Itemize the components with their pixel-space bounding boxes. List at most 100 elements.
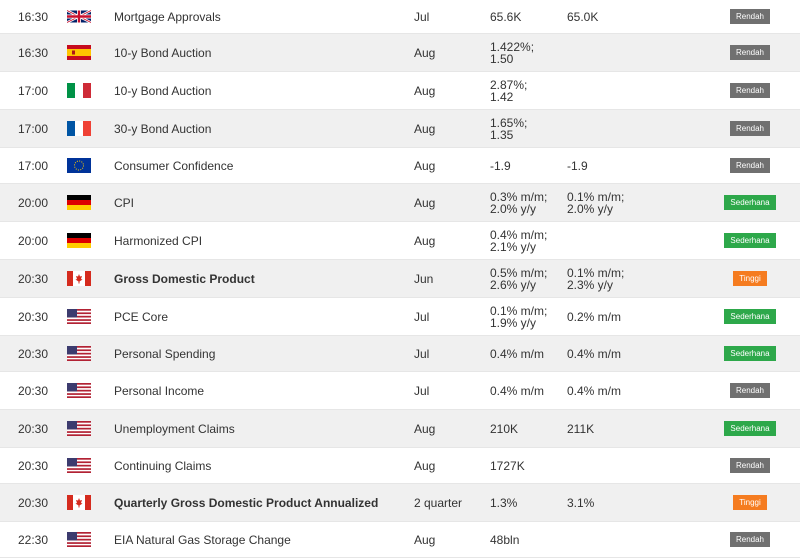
forecast-value-lines: -1.9 xyxy=(567,160,588,172)
actual-value-line: 0.4% m/m; xyxy=(490,227,548,242)
event-time: 20:30 xyxy=(18,271,49,286)
impact-cell: Rendah xyxy=(700,0,800,33)
impact-cell: Rendah xyxy=(700,34,800,71)
impact-cell: Sederhana xyxy=(700,410,800,447)
forecast-value xyxy=(567,522,647,557)
actual-value-lines: 0.5% m/m; 2.6% y/y xyxy=(490,267,547,291)
impact-cell: Sederhana xyxy=(700,222,800,259)
forecast-value-line: 211K xyxy=(567,421,595,436)
event-period: Jul xyxy=(414,346,430,361)
impact-cell: Rendah xyxy=(700,110,800,147)
impact-cell: Tinggi xyxy=(700,260,800,297)
event-period: Aug xyxy=(414,45,436,60)
table-row[interactable]: 16:30 Mortgage Approvals Jul 65.6K 65.0K Rend… xyxy=(0,0,800,34)
actual-value-line: 2.87%; xyxy=(490,77,528,92)
event-period: Aug xyxy=(414,83,436,98)
actual-value-line: 1.422%; xyxy=(490,39,535,54)
table-row[interactable]: 20:30 Personal Spending Jul 0.4% m/m 0.4% m/… xyxy=(0,336,800,372)
actual-value-line: 210K xyxy=(490,421,519,436)
actual-value-line: 1727K xyxy=(490,458,525,473)
table-row[interactable]: 17:00 Consumer Confidence Aug -1.9 -1.9 Renda… xyxy=(0,148,800,184)
actual-value-lines: 1727K xyxy=(490,460,525,472)
event-name[interactable]: EIA Natural Gas Storage Change xyxy=(114,532,291,547)
table-row[interactable]: 20:30 Gross Domestic Product Jun 0.5% m/m; 2… xyxy=(0,260,800,298)
actual-value-line: 2.6% y/y xyxy=(490,277,537,292)
actual-value-line: 1.65%; xyxy=(490,115,528,130)
us-flag-icon xyxy=(67,410,91,447)
event-name[interactable]: CPI xyxy=(114,195,135,210)
table-row[interactable]: 20:00 Harmonized CPI Aug 0.4% m/m; 2.1% y/y S… xyxy=(0,222,800,260)
impact-badge: Rendah xyxy=(729,458,771,473)
event-time: 20:30 xyxy=(18,383,49,398)
forecast-value-line: 2.0% y/y xyxy=(567,201,614,216)
event-name[interactable]: Personal Spending xyxy=(114,346,216,361)
event-name[interactable]: Consumer Confidence xyxy=(114,158,234,173)
actual-value-lines: 65.6K xyxy=(490,11,521,23)
forecast-value: 0.1% m/m; 2.3% y/y xyxy=(567,260,647,297)
forecast-value-lines: 0.1% m/m; 2.3% y/y xyxy=(567,267,624,291)
event-period: Jul xyxy=(414,383,430,398)
actual-value-line: 1.3% xyxy=(490,495,518,510)
event-name[interactable]: Harmonized CPI xyxy=(114,233,203,248)
actual-value-lines: 0.4% m/m; 2.1% y/y xyxy=(490,229,547,253)
event-name[interactable]: Continuing Claims xyxy=(114,458,212,473)
uk-flag-icon xyxy=(67,0,91,33)
forecast-value xyxy=(567,448,647,483)
actual-value-line: 0.4% m/m xyxy=(490,346,545,361)
event-name[interactable]: Gross Domestic Product xyxy=(114,271,255,286)
forecast-value-lines: 0.2% m/m xyxy=(567,311,621,323)
table-row[interactable]: 20:30 Personal Income Jul 0.4% m/m 0.4% m/m R… xyxy=(0,372,800,410)
event-name[interactable]: Mortgage Approvals xyxy=(114,9,221,24)
actual-value: 0.5% m/m; 2.6% y/y xyxy=(490,260,560,297)
actual-value: 48bln xyxy=(490,522,560,557)
table-row[interactable]: 22:30 EIA Natural Gas Storage Change Aug 48… xyxy=(0,522,800,558)
impact-cell: Rendah xyxy=(700,148,800,183)
actual-value-lines: 0.4% m/m xyxy=(490,348,544,360)
table-row[interactable]: 20:30 PCE Core Jul 0.1% m/m; 1.9% y/y 0.2% m/… xyxy=(0,298,800,336)
spain-flag-icon xyxy=(67,34,91,71)
event-name[interactable]: 10-y Bond Auction xyxy=(114,83,212,98)
table-row[interactable]: 20:30 Quarterly Gross Domestic Product An… xyxy=(0,484,800,522)
forecast-value-line: 0.4% m/m xyxy=(567,346,622,361)
event-name[interactable]: PCE Core xyxy=(114,309,169,324)
impact-cell: Rendah xyxy=(700,72,800,109)
forecast-value-line: 0.1% m/m; xyxy=(567,265,625,280)
table-row[interactable]: 16:30 10-y Bond Auction Aug 1.422%; 1.50 Rend… xyxy=(0,34,800,72)
forecast-value-line: 2.3% y/y xyxy=(567,277,614,292)
table-row[interactable]: 17:00 10-y Bond Auction Aug 2.87%; 1.42 Renda… xyxy=(0,72,800,110)
impact-cell: Sederhana xyxy=(700,298,800,335)
event-name[interactable]: Unemployment Claims xyxy=(114,421,235,436)
table-row[interactable]: 20:30 Continuing Claims Aug 1727K Rendah xyxy=(0,448,800,484)
actual-value-line: 0.4% m/m xyxy=(490,383,545,398)
forecast-value-line: 65.0K xyxy=(567,9,599,24)
event-name[interactable]: 10-y Bond Auction xyxy=(114,45,212,60)
forecast-value-lines: 3.1% xyxy=(567,497,594,509)
event-period: 2 quarter xyxy=(414,495,463,510)
impact-badge: Rendah xyxy=(729,383,771,398)
actual-value-lines: 2.87%; 1.42 xyxy=(490,79,527,103)
forecast-value-lines: 0.4% m/m xyxy=(567,348,621,360)
actual-value: 1.3% xyxy=(490,484,560,521)
impact-badge: Tinggi xyxy=(733,495,767,510)
forecast-value: 0.4% m/m xyxy=(567,336,647,371)
event-period: Aug xyxy=(414,421,436,436)
forecast-value: -1.9 xyxy=(567,148,647,183)
event-name[interactable]: 30-y Bond Auction xyxy=(114,121,212,136)
event-name[interactable]: Quarterly Gross Domestic Product Annuali… xyxy=(114,495,379,510)
event-name[interactable]: Personal Income xyxy=(114,383,205,398)
event-time: 20:30 xyxy=(18,309,49,324)
impact-badge: Rendah xyxy=(729,158,771,173)
forecast-value xyxy=(567,34,647,71)
table-row[interactable]: 17:00 30-y Bond Auction Aug 1.65%; 1.35 Renda… xyxy=(0,110,800,148)
canada-flag-icon xyxy=(67,484,91,521)
table-row[interactable]: 20:00 CPI Aug 0.3% m/m; 2.0% y/y 0.1% m/m; 2.0… xyxy=(0,184,800,222)
forecast-value-lines: 211K xyxy=(567,423,594,435)
us-flag-icon xyxy=(67,372,91,409)
table-row[interactable]: 20:30 Unemployment Claims Aug 210K 211K Seder… xyxy=(0,410,800,448)
impact-badge: Sederhana xyxy=(724,421,776,436)
germany-flag-icon xyxy=(67,184,91,221)
event-period: Aug xyxy=(414,233,436,248)
actual-value-line: 65.6K xyxy=(490,9,522,24)
event-time: 17:00 xyxy=(18,121,49,136)
actual-value-line: 1.42 xyxy=(490,89,514,104)
